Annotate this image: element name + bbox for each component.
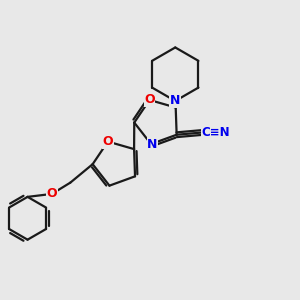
Text: N: N	[147, 137, 158, 151]
Text: C≡N: C≡N	[202, 126, 230, 139]
Text: O: O	[103, 135, 113, 148]
Text: O: O	[144, 94, 155, 106]
Text: N: N	[170, 94, 181, 107]
Text: O: O	[46, 188, 57, 200]
